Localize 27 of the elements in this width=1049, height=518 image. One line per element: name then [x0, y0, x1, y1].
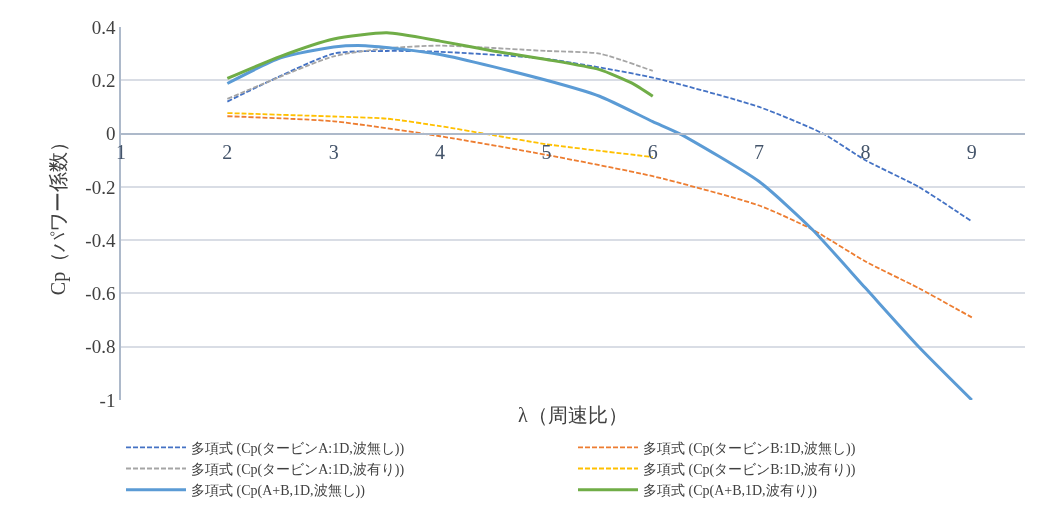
- x-tick-label: 3: [328, 140, 339, 163]
- x-tick-label: 7: [754, 140, 765, 163]
- x-tick-label: 9: [966, 140, 977, 163]
- y-tick-label: 0.2: [91, 69, 116, 91]
- line-series: [226, 44, 654, 100]
- x-tick-label: 6: [647, 140, 658, 163]
- legend-label: 多項式 (Cp(タービンB:1D,波有り)): [643, 461, 856, 478]
- legend-label: 多項式 (Cp(タービンA:1D,波有り)): [191, 461, 405, 478]
- y-tick-label: -0.4: [85, 229, 116, 251]
- legend-label: 多項式 (Cp(タービンB:1D,波無し)): [643, 440, 856, 457]
- legend-label: 多項式 (Cp(A+B,1D,波無し)): [191, 483, 366, 500]
- x-tick-label: 8: [860, 140, 871, 163]
- legend-label: 多項式 (Cp(タービンA:1D,波無し)): [191, 440, 405, 457]
- line-series: [225, 31, 655, 98]
- y-tick-label: 0: [105, 123, 116, 145]
- x-tick-label: 2: [222, 140, 233, 163]
- y-tick-label: -0.2: [85, 176, 116, 198]
- x-tick-label: 4: [435, 140, 446, 163]
- y-tick-label: 0.4: [91, 16, 116, 38]
- y-axis-title: Cp（パワー係数）: [47, 131, 71, 296]
- y-tick-label: -0.6: [85, 283, 116, 305]
- x-axis-title: λ（周速比）: [518, 404, 628, 426]
- line-series: [225, 44, 974, 400]
- x-tick-label: 1: [116, 140, 126, 163]
- y-tick-label: -0.8: [85, 336, 116, 358]
- y-tick-label: -1: [99, 389, 116, 411]
- legend-label: 多項式 (Cp(A+B,1D,波有り)): [643, 483, 818, 500]
